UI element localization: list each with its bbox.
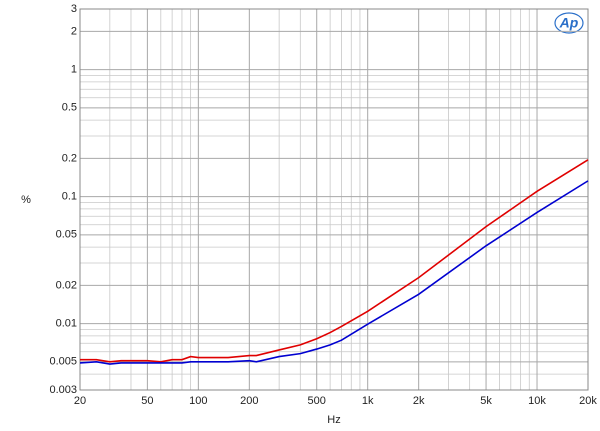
series-line [80, 159, 589, 363]
x-tick-label: 2k [413, 395, 425, 407]
y-tick-label: 3 [71, 3, 77, 15]
y-tick-label: 2 [71, 25, 77, 37]
y-axis-label: % [21, 194, 31, 206]
x-tick-label: 1k [362, 395, 374, 407]
x-axis-label: Hz [327, 414, 340, 426]
x-tick-label: 20k [579, 395, 597, 407]
y-tick-label: 0.1 [62, 191, 77, 203]
x-tick-label: 200 [240, 395, 258, 407]
plot-frame [79, 8, 589, 391]
y-tick-label: 0.01 [56, 318, 77, 330]
y-tick-label: 0.2 [62, 152, 77, 164]
y-tick-label: 0.5 [62, 102, 77, 114]
logo-ring [554, 12, 584, 34]
x-tick-label: 100 [189, 395, 207, 407]
x-tick-label: 5k [480, 395, 492, 407]
x-tick-label: 50 [141, 395, 153, 407]
y-tick-label: 0.05 [56, 229, 77, 241]
y-tick-label: 0.003 [49, 384, 77, 396]
x-tick-label: 10k [528, 395, 546, 407]
logo: Ap [559, 15, 579, 31]
y-tick-label: 0.02 [56, 279, 77, 291]
y-tick-label: 0.005 [49, 356, 77, 368]
x-tick-label: 500 [308, 395, 326, 407]
x-tick-label: 20 [74, 395, 86, 407]
series-line [79, 180, 589, 365]
y-tick-label: 1 [71, 64, 77, 76]
